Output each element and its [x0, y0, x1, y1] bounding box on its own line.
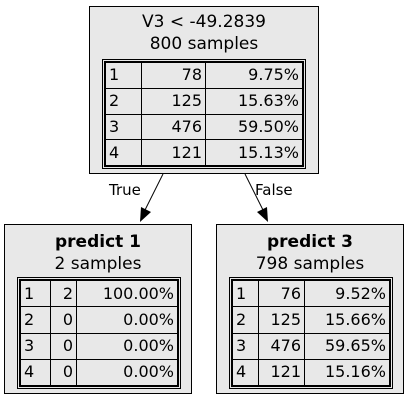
- class-cell: 1: [105, 62, 142, 89]
- percent-cell: 15.13%: [205, 139, 303, 166]
- right-leaf-node: predict 3 798 samples 1 76 9.52% 2 125 1…: [216, 224, 404, 394]
- table-row: 1 78 9.75%: [105, 62, 303, 89]
- root-class-table: 1 78 9.75% 2 125 15.63% 3 476 59.50% 4 1…: [102, 59, 306, 169]
- table-row: 3 0 0.00%: [20, 332, 178, 360]
- class-cell: 2: [232, 306, 259, 334]
- class-cell: 2: [105, 87, 142, 115]
- left-leaf-node: predict 1 2 samples 1 2 100.00% 2 0 0.00…: [4, 224, 192, 394]
- root-node: V3 < -49.2839 800 samples 1 78 9.75% 2 1…: [89, 6, 319, 174]
- count-cell: 121: [141, 139, 206, 166]
- table-row: 4 121 15.16%: [232, 358, 390, 387]
- count-cell: 2: [50, 279, 77, 308]
- right-class-table: 1 76 9.52% 2 125 15.66% 3 476 59.65% 4 1…: [229, 277, 393, 389]
- class-cell: 1: [232, 279, 259, 308]
- class-cell: 3: [232, 332, 259, 360]
- root-node-title: V3 < -49.2839: [142, 12, 266, 32]
- percent-cell: 0.00%: [76, 358, 178, 387]
- table-row: 2 0 0.00%: [20, 306, 178, 334]
- percent-cell: 9.75%: [205, 62, 303, 89]
- left-leaf-title: predict 1: [54, 232, 142, 252]
- table-row: 1 76 9.52%: [232, 279, 390, 308]
- count-cell: 0: [50, 332, 77, 360]
- percent-cell: 15.66%: [304, 306, 390, 334]
- percent-cell: 59.50%: [205, 113, 303, 141]
- table-row: 1 2 100.00%: [20, 279, 178, 308]
- edge-false-arrowhead: [257, 207, 268, 222]
- table-row: 2 125 15.66%: [232, 306, 390, 334]
- class-cell: 4: [20, 358, 51, 387]
- count-cell: 121: [258, 358, 305, 387]
- percent-cell: 15.16%: [304, 358, 390, 387]
- count-cell: 76: [258, 279, 305, 308]
- percent-cell: 59.65%: [304, 332, 390, 360]
- count-cell: 476: [141, 113, 206, 141]
- percent-cell: 100.00%: [76, 279, 178, 308]
- table-row: 3 476 59.50%: [105, 113, 303, 141]
- root-node-samples: 800 samples: [149, 34, 259, 54]
- count-cell: 0: [50, 306, 77, 334]
- count-cell: 125: [141, 87, 206, 115]
- percent-cell: 9.52%: [304, 279, 390, 308]
- percent-cell: 0.00%: [76, 306, 178, 334]
- count-cell: 125: [258, 306, 305, 334]
- edge-true-arrowhead: [140, 207, 151, 222]
- table-row: 3 476 59.65%: [232, 332, 390, 360]
- class-cell: 4: [105, 139, 142, 166]
- edge-false: [244, 173, 264, 211]
- table-row: 4 121 15.13%: [105, 139, 303, 166]
- count-cell: 0: [50, 358, 77, 387]
- left-class-table: 1 2 100.00% 2 0 0.00% 3 0 0.00% 4 0 0.00…: [17, 277, 181, 389]
- edge-true-label: True: [109, 181, 141, 199]
- class-cell: 2: [20, 306, 51, 334]
- right-leaf-samples: 798 samples: [255, 254, 365, 274]
- edge-false-label: False: [255, 181, 293, 199]
- class-cell: 3: [20, 332, 51, 360]
- table-row: 2 125 15.63%: [105, 87, 303, 115]
- class-cell: 3: [105, 113, 142, 141]
- class-cell: 4: [232, 358, 259, 387]
- edge-true: [144, 173, 164, 211]
- right-leaf-title: predict 3: [266, 232, 354, 252]
- left-leaf-samples: 2 samples: [54, 254, 142, 274]
- count-cell: 476: [258, 332, 305, 360]
- class-cell: 1: [20, 279, 51, 308]
- table-row: 4 0 0.00%: [20, 358, 178, 387]
- percent-cell: 15.63%: [205, 87, 303, 115]
- percent-cell: 0.00%: [76, 332, 178, 360]
- count-cell: 78: [141, 62, 206, 89]
